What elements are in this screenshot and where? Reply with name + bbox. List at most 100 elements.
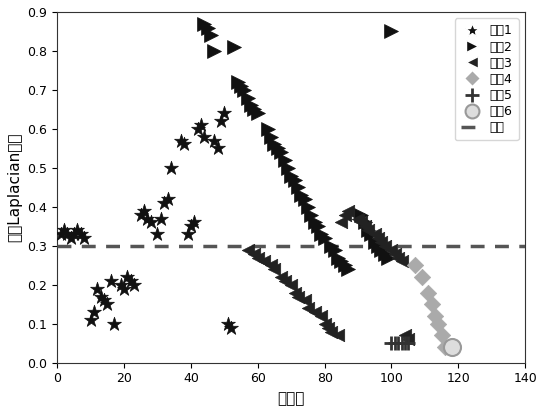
- Point: [180, 141, 189, 148]
- Point: [397, 340, 406, 347]
- Point: [400, 340, 409, 347]
- Point: [327, 328, 336, 335]
- Point: [364, 227, 373, 233]
- Point: [280, 278, 289, 284]
- Point: [93, 285, 102, 292]
- Point: [126, 278, 135, 284]
- Point: [274, 145, 282, 152]
- Point: [230, 44, 239, 50]
- Point: [213, 145, 222, 152]
- Point: [263, 126, 272, 132]
- Point: [297, 192, 306, 199]
- Point: [320, 320, 329, 327]
- Point: [163, 196, 172, 202]
- Point: [103, 301, 112, 308]
- Point: [384, 254, 392, 261]
- Point: [100, 297, 108, 304]
- Point: [337, 258, 345, 265]
- Point: [341, 211, 349, 218]
- Point: [207, 32, 215, 39]
- Point: [250, 250, 259, 257]
- Point: [370, 239, 379, 245]
- Point: [187, 223, 195, 230]
- Point: [377, 247, 386, 253]
- Point: [254, 254, 262, 261]
- Point: [166, 164, 175, 171]
- Point: [203, 24, 212, 31]
- Point: [79, 235, 88, 241]
- Point: [290, 176, 299, 183]
- Point: [196, 122, 205, 128]
- Point: [357, 211, 366, 218]
- Point: [391, 250, 399, 257]
- Point: [374, 242, 382, 249]
- Point: [247, 102, 256, 109]
- Point: [387, 28, 396, 35]
- Point: [120, 285, 128, 292]
- Point: [404, 336, 412, 343]
- Point: [233, 79, 242, 85]
- Point: [254, 110, 262, 116]
- Point: [300, 297, 309, 304]
- Point: [304, 305, 312, 311]
- Point: [137, 211, 145, 218]
- Point: [387, 247, 396, 253]
- Point: [243, 95, 252, 101]
- Point: [300, 196, 309, 202]
- Point: [220, 110, 228, 116]
- Point: [283, 164, 292, 171]
- Point: [447, 344, 456, 351]
- Point: [267, 262, 275, 268]
- Y-axis label: 特征Laplacian得分: 特征Laplacian得分: [7, 133, 22, 242]
- Point: [240, 87, 249, 93]
- Point: [294, 184, 302, 191]
- Point: [140, 207, 149, 214]
- Point: [130, 282, 139, 288]
- Point: [431, 313, 440, 319]
- Point: [200, 133, 209, 140]
- Point: [143, 215, 152, 222]
- Point: [313, 223, 322, 230]
- Legend: 类别1, 类别2, 类别3, 类别4, 类别5, 类别6, 阈值: 类别1, 类别2, 类别3, 类别4, 类别5, 类别6, 阈值: [455, 18, 519, 140]
- Point: [380, 242, 389, 249]
- Point: [63, 231, 72, 237]
- Point: [357, 219, 366, 226]
- Point: [324, 324, 332, 331]
- Point: [260, 258, 269, 265]
- Point: [183, 231, 192, 237]
- Point: [243, 247, 252, 253]
- Point: [344, 266, 353, 273]
- Point: [400, 332, 409, 339]
- Point: [250, 106, 259, 113]
- Point: [123, 274, 132, 280]
- Point: [327, 242, 336, 249]
- Point: [146, 219, 155, 226]
- Point: [116, 282, 125, 288]
- Point: [360, 219, 369, 226]
- Point: [73, 227, 82, 233]
- Point: [86, 317, 95, 323]
- Point: [360, 223, 369, 230]
- Point: [364, 227, 373, 233]
- Point: [411, 262, 419, 268]
- Point: [290, 290, 299, 296]
- Point: [391, 340, 399, 347]
- Point: [224, 320, 232, 327]
- Point: [277, 149, 286, 156]
- Point: [287, 282, 295, 288]
- Point: [193, 126, 202, 132]
- Point: [227, 324, 236, 331]
- Point: [341, 262, 349, 268]
- Point: [404, 340, 412, 347]
- Point: [270, 266, 279, 273]
- Point: [157, 215, 165, 222]
- Point: [267, 133, 275, 140]
- Point: [270, 141, 279, 148]
- Point: [307, 211, 316, 218]
- Point: [377, 239, 386, 245]
- Point: [190, 219, 199, 226]
- Point: [56, 231, 65, 237]
- Point: [70, 231, 78, 237]
- Point: [387, 340, 396, 347]
- Point: [424, 290, 432, 296]
